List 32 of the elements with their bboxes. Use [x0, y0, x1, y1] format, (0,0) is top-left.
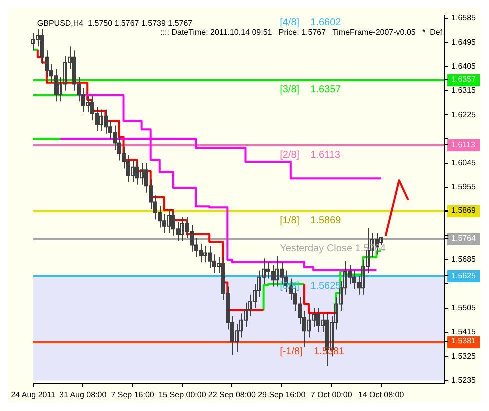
chart-title: GBPUSD,H4 1.5750 1.5767 1.5739 1.5767 [37, 19, 194, 28]
ref-line-label: [1/8] 1.5869 [280, 215, 342, 226]
x-tick-label: 7 Sep 16:00 [111, 390, 155, 400]
x-tick-label: 29 Sep 16:00 [258, 390, 306, 400]
y-tick-label: 1.5685 [452, 255, 477, 264]
annotation: :::: DateTime: 2011.10.14 09:51 Price: 1.5767 TimeFrame-2007-v0.05 * Def [160, 28, 444, 38]
y-tick-label: 1.5955 [452, 182, 477, 192]
annotation: [4/8] 1.6602 [280, 18, 342, 29]
y-tick-label: 1.6113 [452, 140, 476, 150]
x-tick-label: 31 Aug 08:00 [60, 390, 108, 400]
y-tick-label: 1.5764 [452, 234, 477, 243]
y-tick-label: 1.5235 [452, 376, 477, 385]
y-tick-label: 1.5505 [452, 303, 477, 312]
y-tick-label: 1.5415 [452, 328, 477, 337]
y-tick-label: 1.6585 [452, 14, 477, 23]
x-tick-label: 14 Oct 08:00 [358, 390, 405, 400]
y-tick-label: 1.6315 [452, 86, 477, 96]
x-tick-label: 22 Sep 08:00 [208, 390, 257, 400]
y-tick-label: 1.5869 [452, 206, 477, 215]
x-tick-label: 7 Oct 00:00 [310, 390, 353, 400]
y-tick-label: 1.6405 [452, 62, 477, 71]
y-tick-label: 1.6357 [452, 74, 477, 84]
y-tick-label: 1.5325 [452, 352, 477, 361]
x-tick-label: 24 Aug 2011 [11, 390, 56, 400]
y-tick-label: 1.6045 [452, 158, 477, 168]
y-tick-label: 1.6495 [452, 38, 477, 47]
y-tick-label: 1.5381 [452, 336, 477, 346]
x-tick-label: 15 Sep 00:00 [158, 390, 207, 400]
y-tick-label: 1.6225 [452, 110, 477, 120]
ref-line-label: [3/8] 1.6357 [280, 84, 342, 96]
y-tick-label: 1.5625 [452, 271, 477, 280]
ref-line-label: [2/8] 1.6113 [280, 150, 341, 161]
